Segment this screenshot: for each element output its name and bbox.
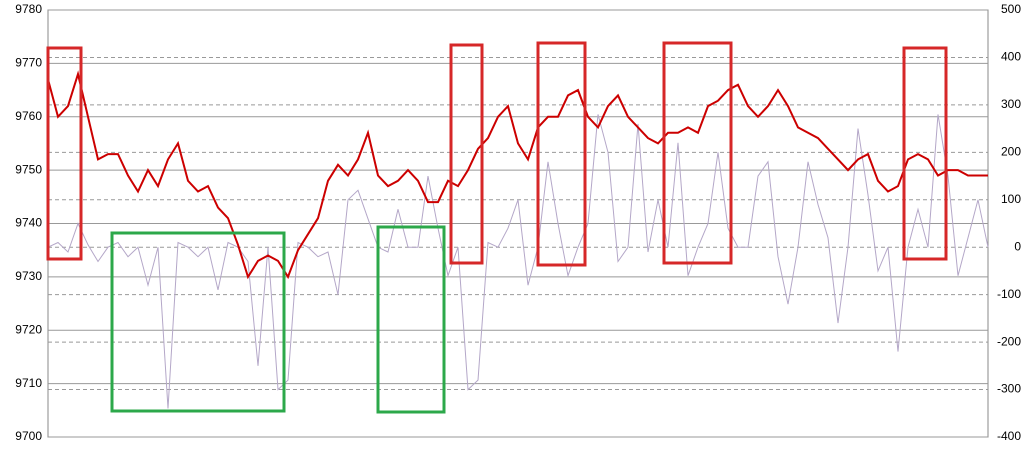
red-box	[449, 43, 484, 265]
red-box	[46, 46, 83, 261]
y-tick-label: 9760	[15, 109, 42, 123]
y2-tick-label: 300	[1001, 97, 1021, 111]
y-tick-label: 9710	[15, 376, 42, 390]
red-box	[536, 41, 587, 267]
green-box	[376, 225, 446, 414]
y-tick-label: 9730	[15, 269, 42, 283]
y2-tick-label: -300	[997, 382, 1021, 396]
series-line	[47, 70, 988, 280]
y-tick-label: 9770	[15, 56, 42, 70]
red-box	[902, 46, 948, 261]
y2-tick-label: 200	[1001, 145, 1021, 159]
y2-tick-label: 400	[1001, 50, 1021, 64]
y-tick-label: 9700	[15, 429, 42, 443]
y2-tick-label: 0	[1014, 239, 1021, 253]
y2-tick-label: 500	[1001, 2, 1021, 16]
y-tick-label: 9720	[15, 322, 42, 336]
y2-tick-label: -100	[997, 287, 1021, 301]
y-tick-label: 9750	[15, 162, 42, 176]
y2-tick-label: 100	[1001, 192, 1021, 206]
y2-tick-label: -200	[997, 334, 1021, 348]
y-tick-label: 9740	[15, 216, 42, 230]
y2-tick-label: -400	[997, 429, 1021, 443]
highlight-boxes	[46, 41, 948, 414]
red-box	[662, 41, 733, 265]
green-box	[110, 231, 286, 413]
series-line	[47, 114, 989, 409]
y-tick-label: 9780	[15, 2, 42, 16]
